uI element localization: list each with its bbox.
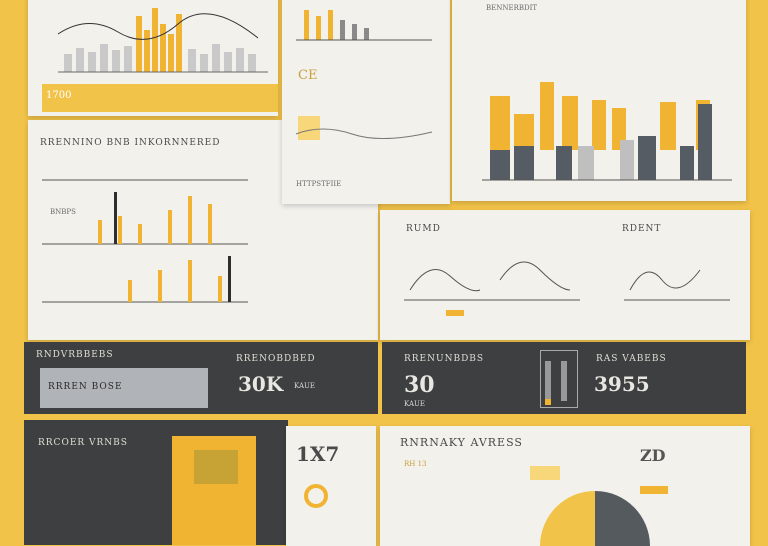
band-mid-big: 30K <box>238 372 284 396</box>
card-heading: BENNERBDIT <box>486 4 538 12</box>
band-right-panel: RRENUNBDBS 30 KAUE RAS VABEBS 3955 <box>382 342 746 414</box>
pie-chart-bottom-right <box>530 466 668 546</box>
card-heading-right: RDENT <box>622 224 662 234</box>
band-left-panel: RNDVRBBEBS RRREN BOSE RRENOBDBED 30K KAU… <box>24 342 378 414</box>
gauge-fill <box>545 361 551 401</box>
band-mid-title: RRENOBDBED <box>236 354 316 364</box>
band-mid-small: KAUE <box>294 382 316 390</box>
band-center-big: 30 <box>404 372 435 398</box>
band-center-title: RRENUNBDBS <box>404 354 485 364</box>
band-right-big: 3955 <box>594 372 650 396</box>
card-mid-right: RUMD RDENT <box>380 210 750 340</box>
card-heading-left: RUMD <box>406 224 441 234</box>
card-bottom-mid: 1X7 <box>286 426 376 546</box>
band-gauge <box>540 350 578 408</box>
band-title: RNDVRBBEBS <box>36 350 114 360</box>
card-bottom-right: RNRNAKY AVRESS RH 13 ZD <box>380 426 750 546</box>
bar-chart-top-mid <box>295 10 433 140</box>
line-charts-mid-right <box>404 261 730 316</box>
legend-text: 1700 <box>46 90 72 101</box>
card-big: 1X7 <box>296 442 340 466</box>
card-top-left: 1700 <box>28 0 278 116</box>
bar-chart-left-main <box>42 179 248 303</box>
card-title: RRENNINO BNB INKORNNERED <box>40 138 221 148</box>
panel-title: RRCOER VRNBS <box>38 438 128 448</box>
card-big: ZD <box>640 446 666 465</box>
bottom-left-panel: RRCOER VRNBS <box>24 420 288 545</box>
card-caption: HTTPSTFIIE <box>296 180 342 188</box>
panel-grey-box <box>194 450 238 484</box>
band-center-small: KAUE <box>404 400 426 408</box>
band-right-title: RAS VABEBS <box>596 354 667 364</box>
card-subtitle: BNBPS <box>50 208 76 216</box>
gauge-dot <box>545 399 551 405</box>
band-box <box>40 368 208 408</box>
card-title: RNRNAKY AVRESS <box>400 436 523 449</box>
bar-chart-top-right <box>482 82 732 181</box>
circle-chart-bottom-mid <box>304 484 328 508</box>
card-top-right: BENNERBDIT <box>452 0 746 201</box>
bar-chart-top-left <box>42 8 278 112</box>
card-date: RH 13 <box>404 460 427 468</box>
band-box-text: RRREN BOSE <box>48 382 123 392</box>
card-top-mid: CE HTTPSTFIIE <box>282 0 450 204</box>
card-heading: CE <box>298 68 318 83</box>
gauge-fill <box>561 361 567 401</box>
